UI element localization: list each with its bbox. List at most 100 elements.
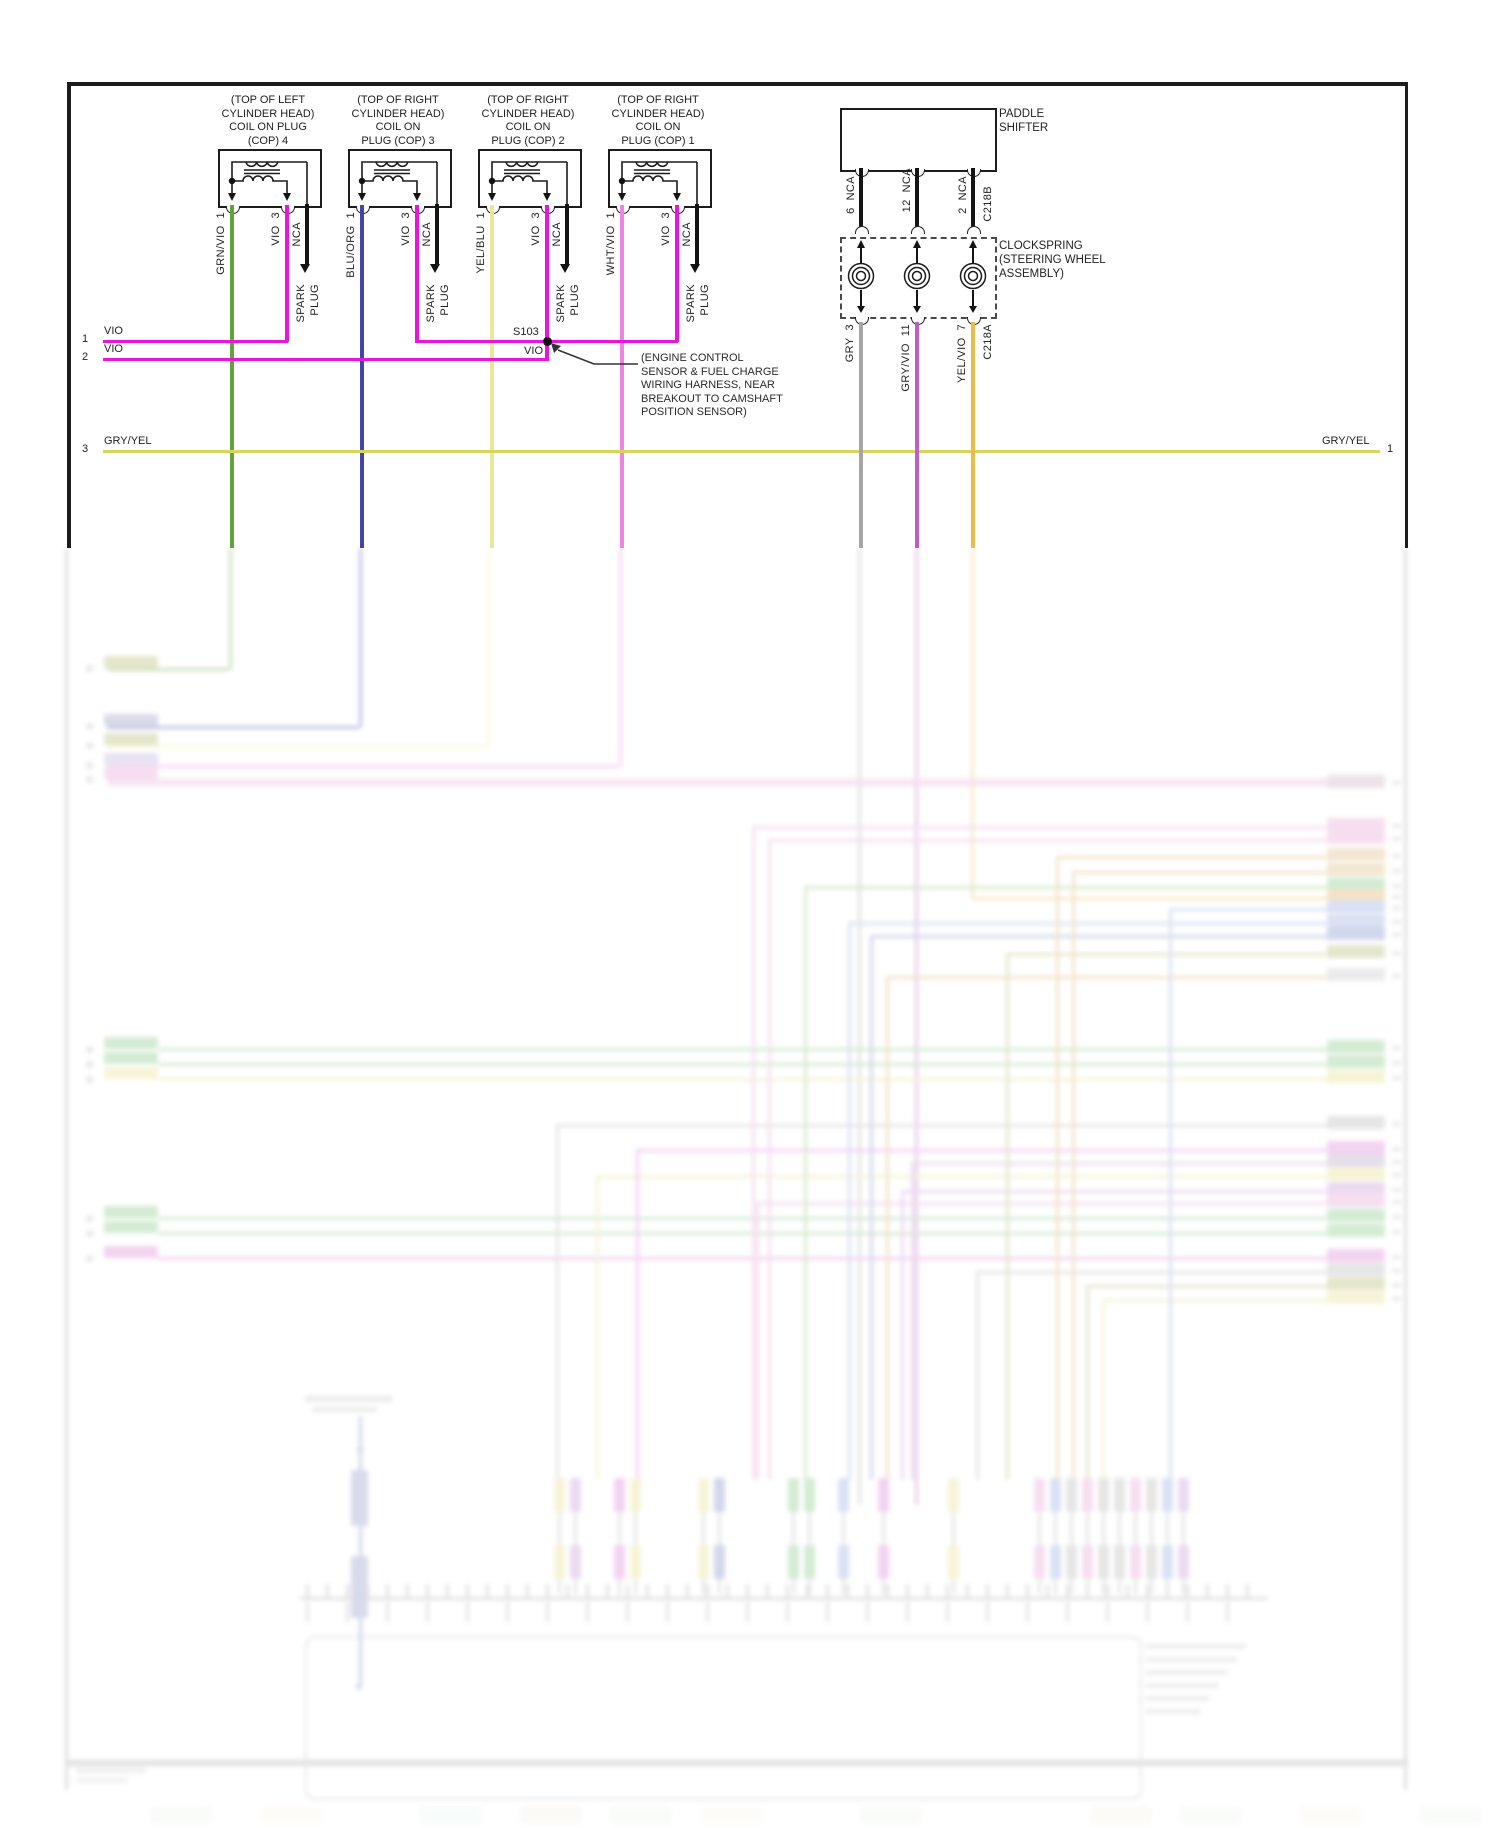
faded-smudge: [1300, 1806, 1362, 1824]
faded-wire: [804, 886, 808, 1480]
faded-wire: [1006, 1584, 1010, 1597]
spark-plug-label: PLUG: [439, 284, 451, 316]
faded-wire: [1006, 953, 1010, 1480]
faded-connector-chip: [1327, 927, 1385, 940]
faded-connector-chip: [1327, 1291, 1385, 1304]
faded-wire: [966, 1584, 970, 1597]
faded-wire: [806, 1584, 810, 1597]
spark-plug-label: SPARK: [685, 284, 697, 323]
faded-connector-chip: [838, 1478, 849, 1512]
faded-wire: [1126, 1584, 1130, 1597]
faded-wire: [107, 765, 619, 769]
faded-wire: [306, 1584, 310, 1597]
note-line: BREAKOUT TO CAMSHAFT: [641, 392, 783, 405]
faded-wire: [300, 1597, 1268, 1601]
nca-wire: [859, 168, 863, 230]
faded-wire: [359, 1416, 363, 1684]
faded-connector-chip: [104, 1206, 158, 1218]
faded-connector-chip: [714, 1478, 725, 1512]
faded-wire: [1169, 908, 1327, 912]
wire-label: VIO: [104, 325, 123, 337]
faded-connector-chip: [1327, 1070, 1385, 1083]
circuit-number: 1: [1387, 443, 1394, 455]
faded-wire: [636, 1149, 1327, 1153]
vio-wire: [545, 205, 549, 342]
splice-dot-s103: [542, 337, 552, 346]
faded-connector-chip: [1327, 1249, 1385, 1262]
faded-wire: [915, 548, 919, 1505]
WHT/VIO-wire: [620, 205, 624, 548]
faded-wire: [808, 1512, 812, 1545]
faded-pin-mark: [1392, 920, 1401, 924]
faded-smudge: [1420, 1806, 1482, 1824]
faded-wire: [786, 1584, 790, 1597]
circuit-number: 3: [82, 443, 89, 455]
faded-wire: [386, 1601, 390, 1623]
faded-wire: [586, 1601, 590, 1623]
clockspring-arrow-down: [856, 306, 865, 313]
faded-wire: [808, 1579, 812, 1595]
faded-pin-mark: [1392, 1200, 1401, 1204]
faded-connector-chip: [878, 1478, 889, 1512]
faded-pin-mark: [1392, 884, 1401, 888]
clockspring-lead: [860, 247, 862, 264]
nca-label: NCA: [291, 222, 303, 247]
faded-pin-mark: [1392, 1173, 1401, 1177]
faded-wire: [971, 897, 1327, 901]
cop-caption-line: (TOP OF RIGHT: [357, 94, 439, 106]
faded-connector-chip: [948, 1478, 959, 1512]
diagram-border-left: [67, 82, 71, 548]
faded-wire: [466, 1601, 470, 1623]
faded-wire: [706, 1584, 710, 1597]
faded-wire: [626, 1584, 630, 1597]
faded-wire: [752, 826, 1327, 830]
faded-connector-chip: [804, 1478, 815, 1512]
faded-connector-chip: [351, 1470, 368, 1526]
faded-wire: [346, 1601, 350, 1623]
faded-border-bottom: [65, 1760, 1408, 1766]
faded-wire: [1166, 1579, 1170, 1595]
faded-wire: [558, 1512, 562, 1545]
faded-connector-chip: [554, 1478, 565, 1512]
clockspring-label-line: CLOCKSPRING: [999, 240, 1083, 252]
clockspring-lead: [972, 247, 974, 264]
cop-caption-line: CYLINDER HEAD): [221, 107, 315, 120]
faded-wire: [1026, 1584, 1030, 1597]
faded-pin-mark: [1392, 1255, 1401, 1259]
faded-connector-chip: [1327, 914, 1385, 927]
faded-connector-chip: [1327, 900, 1385, 913]
faded-pin-mark: [1392, 1122, 1401, 1126]
clockspring-pin-label: YEL/VIO 7: [956, 324, 968, 384]
faded-connector-chip: [788, 1478, 799, 1512]
faded-wire: [718, 1512, 722, 1545]
faded-wire: [566, 1584, 570, 1597]
faded-wire: [506, 1601, 510, 1623]
faded-connector-chip: [1066, 1478, 1077, 1512]
faded-connector-chip: [1050, 1478, 1061, 1512]
nca-wire: [565, 204, 569, 266]
faded-connector-chip: [1327, 1224, 1385, 1237]
faded-wire: [646, 1584, 650, 1597]
faded-wire: [1086, 1579, 1090, 1595]
spark-plug-arrow: [430, 264, 440, 273]
faded-pin-mark: [1392, 781, 1401, 785]
faded-connector-chip: [1327, 1154, 1385, 1167]
faded-pin-mark: [86, 1215, 93, 1222]
faded-connector-chip: [1327, 889, 1385, 902]
faded-pin-mark: [1392, 837, 1401, 841]
faded-wire: [1182, 1512, 1186, 1545]
faded-wire: [901, 1190, 1327, 1194]
faded-wire: [858, 548, 862, 1505]
clockspring-spiral-icon: [959, 262, 987, 290]
cop-2-box: [478, 149, 582, 208]
faded-wire: [326, 1584, 330, 1597]
faded-wire: [107, 745, 487, 749]
pin1-wire-label: BLU/ORG 1: [345, 212, 357, 278]
faded-wire: [107, 783, 1327, 787]
faded-wire: [702, 1512, 706, 1545]
faded-connector-chip: [1098, 1478, 1109, 1512]
faded-wire: [606, 1584, 610, 1597]
faded-wire: [107, 779, 1329, 783]
faded-wire: [634, 1579, 638, 1595]
